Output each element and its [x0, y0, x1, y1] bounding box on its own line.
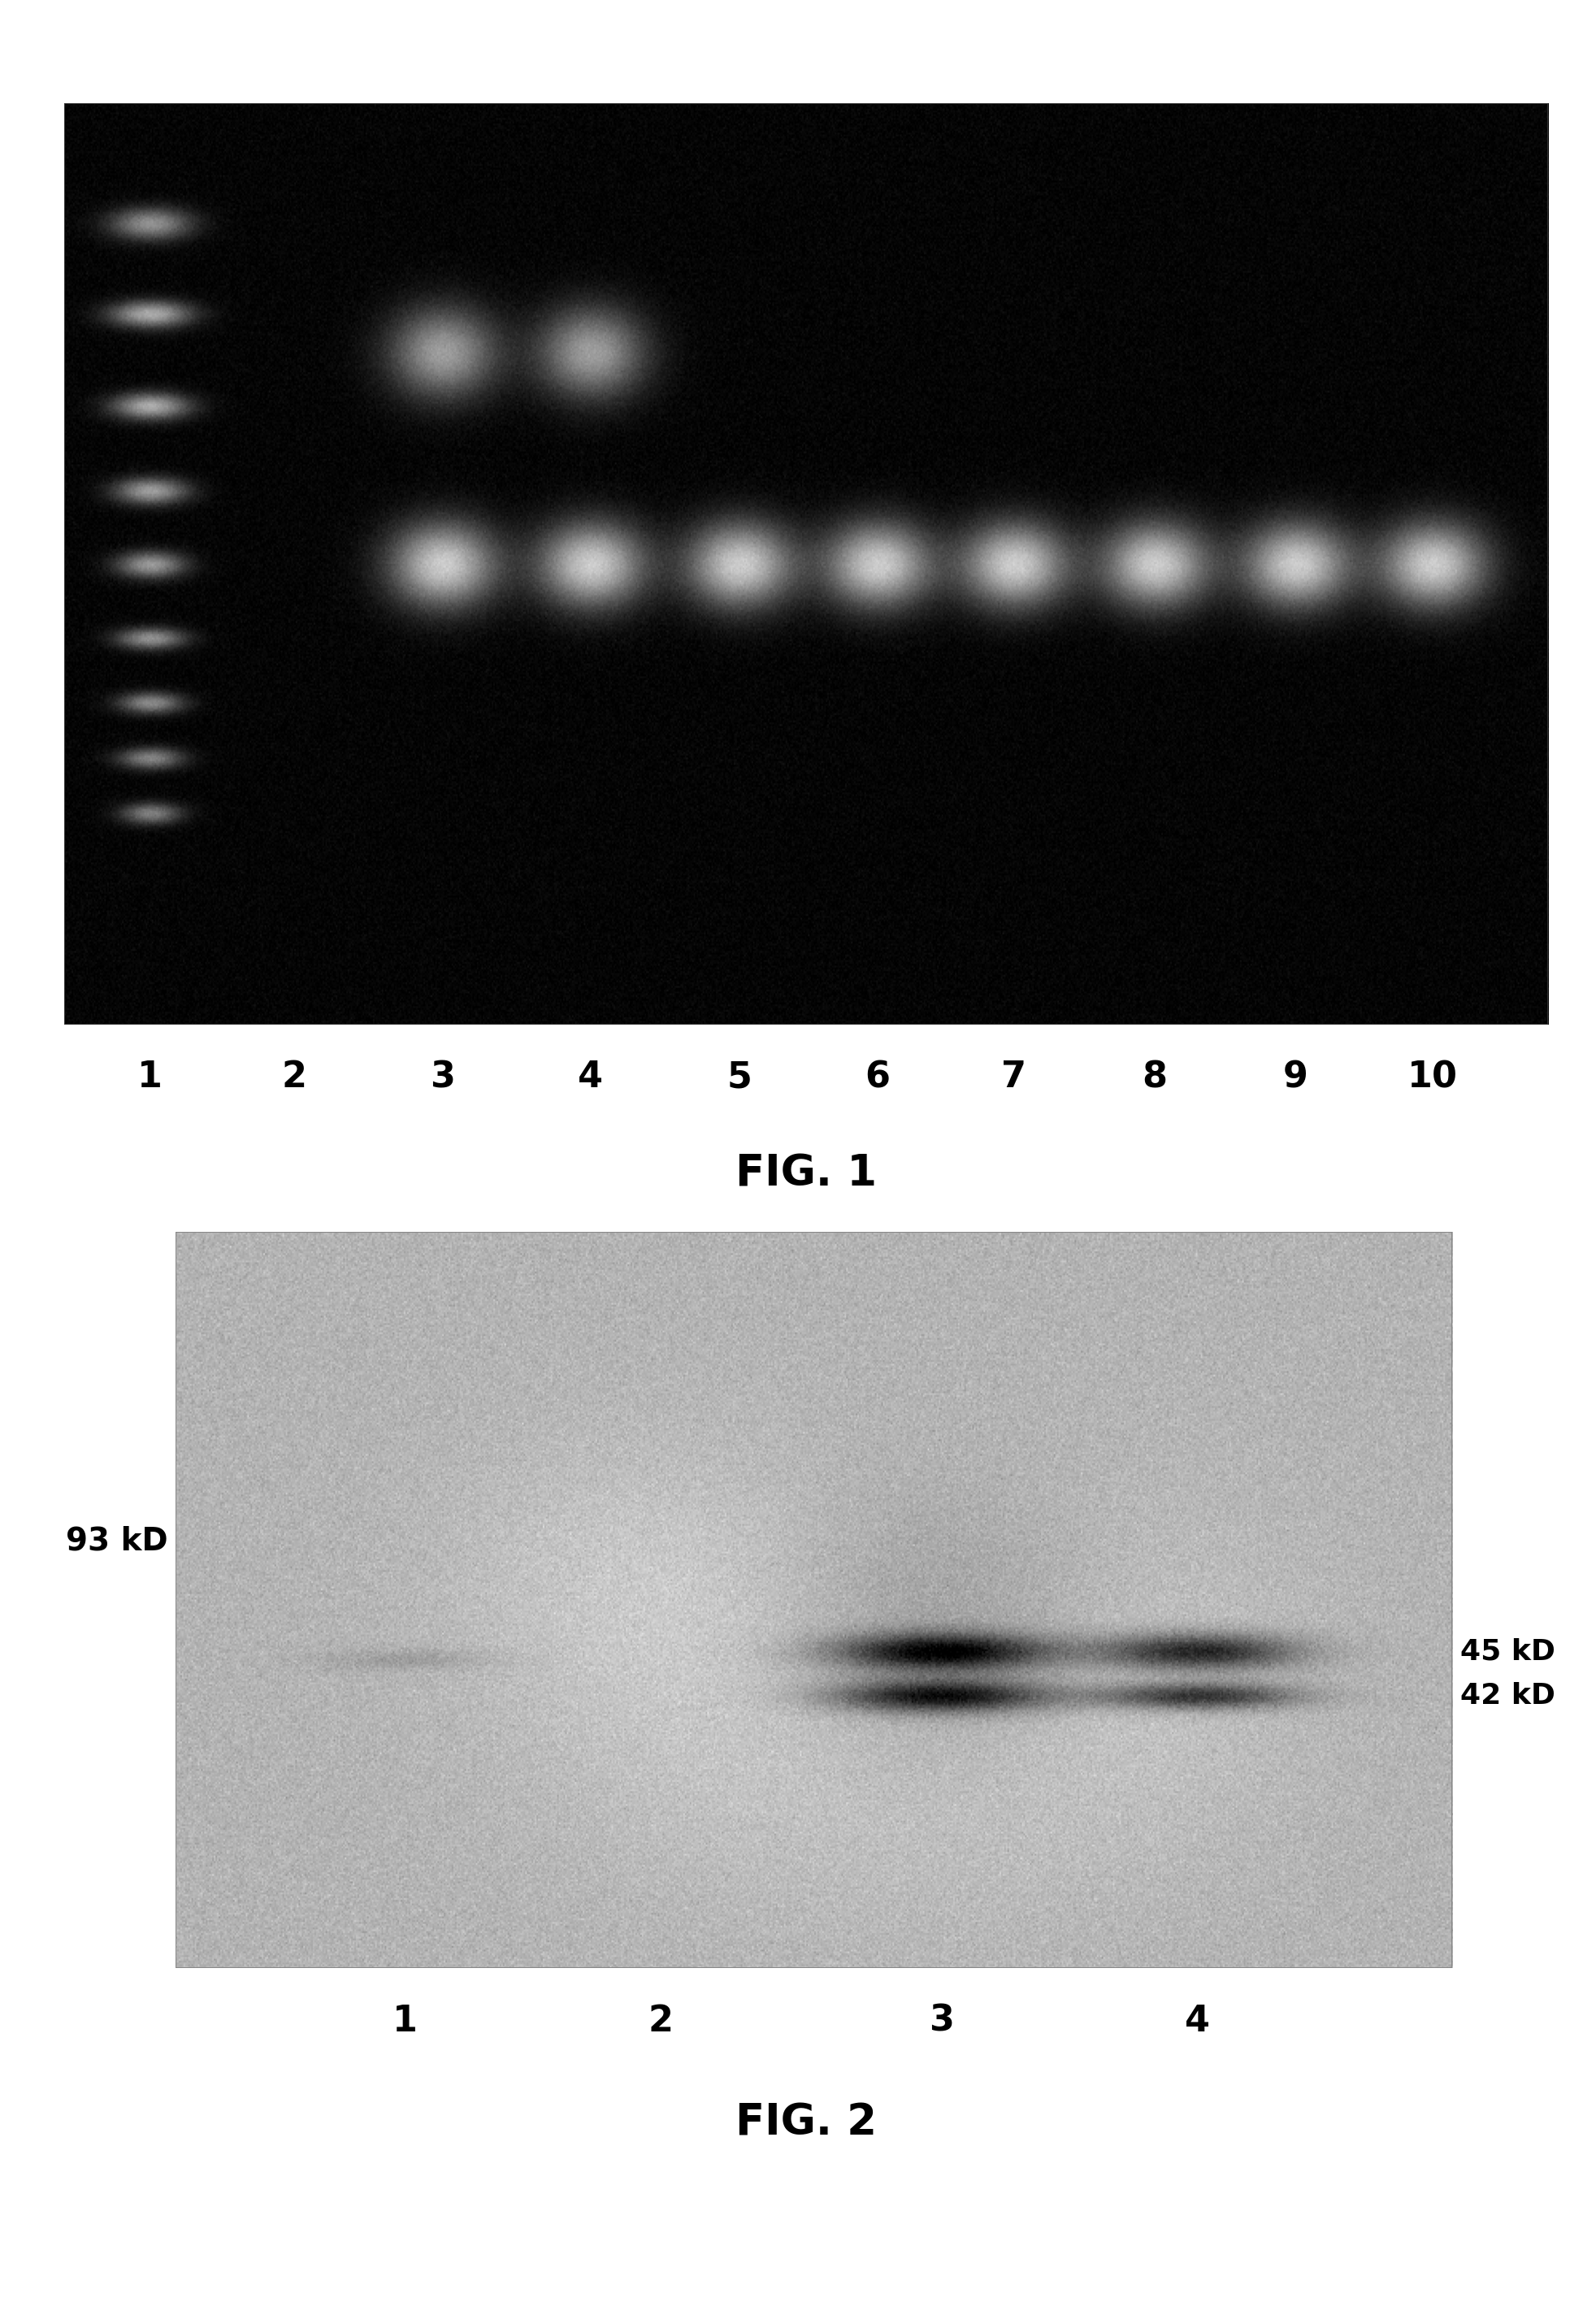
- Text: 7: 7: [1001, 1059, 1026, 1096]
- Text: FIG. 2: FIG. 2: [736, 2102, 876, 2143]
- Text: 42 kD: 42 kD: [1460, 1683, 1556, 1710]
- Text: 1: 1: [137, 1059, 163, 1096]
- Text: 10: 10: [1408, 1059, 1457, 1096]
- Text: 6: 6: [865, 1059, 891, 1096]
- Text: 8: 8: [1143, 1059, 1167, 1096]
- Text: 4: 4: [578, 1059, 603, 1096]
- Text: 3: 3: [929, 2003, 954, 2040]
- Text: 2: 2: [281, 1059, 306, 1096]
- Text: 1: 1: [393, 2003, 418, 2040]
- Text: 2: 2: [648, 2003, 674, 2040]
- Text: 5: 5: [726, 1059, 752, 1096]
- Text: 93 kD: 93 kD: [65, 1526, 168, 1556]
- Text: 3: 3: [429, 1059, 455, 1096]
- Text: FIG. 1: FIG. 1: [736, 1153, 876, 1195]
- Text: 4: 4: [1184, 2003, 1210, 2040]
- Text: 45 kD: 45 kD: [1460, 1637, 1556, 1664]
- Text: 9: 9: [1283, 1059, 1309, 1096]
